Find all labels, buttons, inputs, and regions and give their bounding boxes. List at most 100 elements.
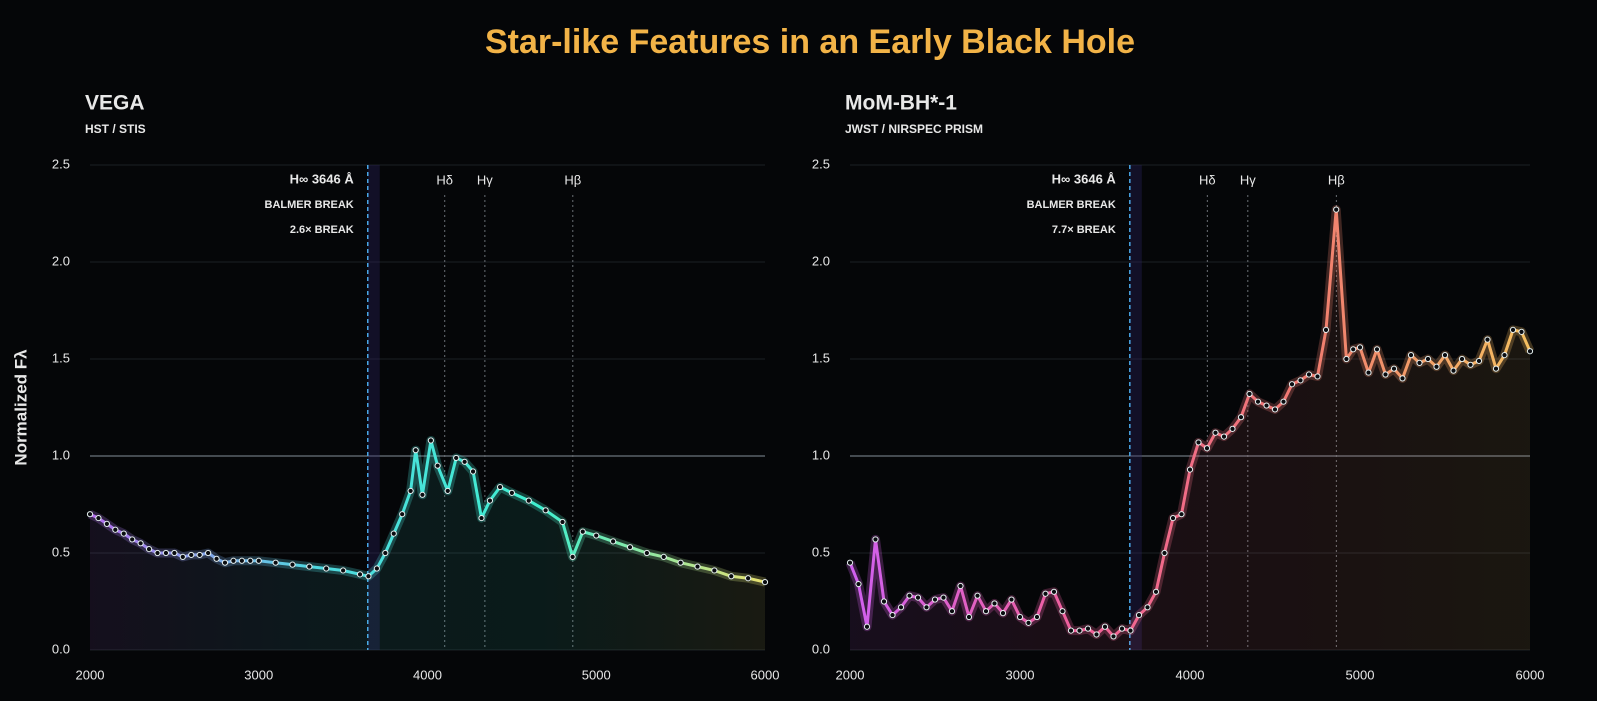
point bbox=[412, 447, 419, 454]
x-tick-label: 5000 bbox=[1346, 667, 1375, 682]
point bbox=[120, 530, 127, 537]
point bbox=[95, 514, 102, 522]
y-tick-label: 1.5 bbox=[812, 350, 830, 365]
point bbox=[1246, 390, 1253, 398]
point bbox=[205, 549, 212, 557]
point bbox=[129, 536, 136, 543]
point bbox=[179, 553, 186, 560]
point bbox=[1127, 627, 1134, 634]
point bbox=[855, 580, 862, 588]
point bbox=[999, 610, 1007, 617]
point bbox=[1135, 611, 1143, 619]
break-label: H∞ 3646 Å bbox=[290, 171, 355, 186]
y-tick-label: 1.0 bbox=[812, 447, 830, 462]
point bbox=[1441, 352, 1449, 359]
point bbox=[478, 514, 485, 522]
point bbox=[1314, 373, 1321, 380]
point bbox=[1297, 377, 1304, 384]
point bbox=[1042, 590, 1049, 597]
point bbox=[1343, 355, 1350, 363]
point bbox=[1271, 406, 1279, 413]
x-tick-label: 2000 bbox=[76, 667, 105, 682]
point bbox=[542, 507, 549, 514]
point bbox=[171, 549, 178, 557]
point bbox=[761, 579, 769, 586]
point bbox=[255, 557, 262, 564]
point bbox=[974, 592, 981, 599]
point bbox=[745, 575, 752, 582]
point bbox=[1333, 206, 1340, 213]
point bbox=[1059, 608, 1066, 615]
point bbox=[965, 613, 973, 621]
point bbox=[1263, 402, 1270, 409]
spectral-line-label: Hβ bbox=[1328, 172, 1345, 187]
break-label: BALMER BREAK bbox=[265, 199, 354, 211]
break-band bbox=[367, 165, 380, 650]
point bbox=[863, 623, 871, 630]
point bbox=[469, 468, 477, 475]
point bbox=[1467, 361, 1474, 368]
x-tick-label: 3000 bbox=[244, 667, 273, 682]
point bbox=[1220, 433, 1228, 440]
point bbox=[1458, 355, 1466, 363]
y-tick-label: 0.5 bbox=[52, 544, 70, 559]
break-label: BALMER BREAK bbox=[1027, 199, 1116, 211]
point bbox=[559, 518, 566, 526]
point bbox=[1195, 439, 1202, 446]
y-tick-label: 0.0 bbox=[812, 641, 830, 656]
panel-subtitle: HST / STIS bbox=[85, 122, 146, 136]
point bbox=[1288, 381, 1296, 388]
point bbox=[957, 582, 964, 590]
break-label: 7.7× BREAK bbox=[1052, 224, 1116, 236]
x-tick-label: 3000 bbox=[1006, 667, 1035, 682]
y-tick-label: 2.5 bbox=[812, 156, 830, 171]
point bbox=[1212, 429, 1219, 436]
point bbox=[162, 549, 170, 557]
point bbox=[1433, 363, 1440, 370]
point bbox=[486, 497, 494, 504]
point bbox=[1484, 336, 1491, 343]
point bbox=[1101, 623, 1109, 630]
x-tick-label: 4000 bbox=[413, 667, 442, 682]
point bbox=[610, 538, 617, 545]
point bbox=[1144, 604, 1151, 611]
break-label: H∞ 3646 Å bbox=[1052, 171, 1117, 186]
y-axis-label: Normalized Fλ bbox=[11, 349, 30, 466]
point bbox=[931, 596, 939, 603]
point bbox=[1203, 445, 1211, 452]
point bbox=[1350, 346, 1357, 353]
panel-subtitle: JWST / NIRSPEC PRISM bbox=[845, 122, 983, 136]
point bbox=[897, 604, 905, 611]
point bbox=[948, 608, 956, 615]
point bbox=[461, 458, 468, 465]
point bbox=[872, 536, 879, 543]
y-tick-label: 2.5 bbox=[52, 156, 70, 171]
point bbox=[1399, 375, 1406, 382]
y-tick-label: 1.0 bbox=[52, 447, 70, 462]
point bbox=[399, 511, 406, 518]
x-tick-label: 6000 bbox=[1516, 667, 1545, 682]
point bbox=[1050, 588, 1058, 595]
point bbox=[1033, 613, 1041, 621]
point bbox=[213, 555, 220, 562]
point bbox=[86, 511, 94, 518]
point bbox=[390, 530, 397, 537]
y-tick-label: 0.0 bbox=[52, 641, 70, 656]
point bbox=[940, 594, 947, 601]
point bbox=[982, 608, 990, 615]
point bbox=[1169, 514, 1177, 522]
point bbox=[1450, 367, 1457, 374]
y-tick-label: 2.0 bbox=[52, 253, 70, 268]
point bbox=[1237, 414, 1245, 421]
point bbox=[1475, 357, 1483, 365]
point bbox=[1373, 346, 1381, 353]
point bbox=[112, 526, 119, 533]
point bbox=[434, 462, 441, 469]
point bbox=[728, 573, 735, 580]
point bbox=[230, 557, 237, 564]
point bbox=[272, 559, 279, 566]
point bbox=[444, 487, 451, 495]
point bbox=[238, 557, 245, 564]
break-label: 2.6× BREAK bbox=[290, 224, 354, 236]
